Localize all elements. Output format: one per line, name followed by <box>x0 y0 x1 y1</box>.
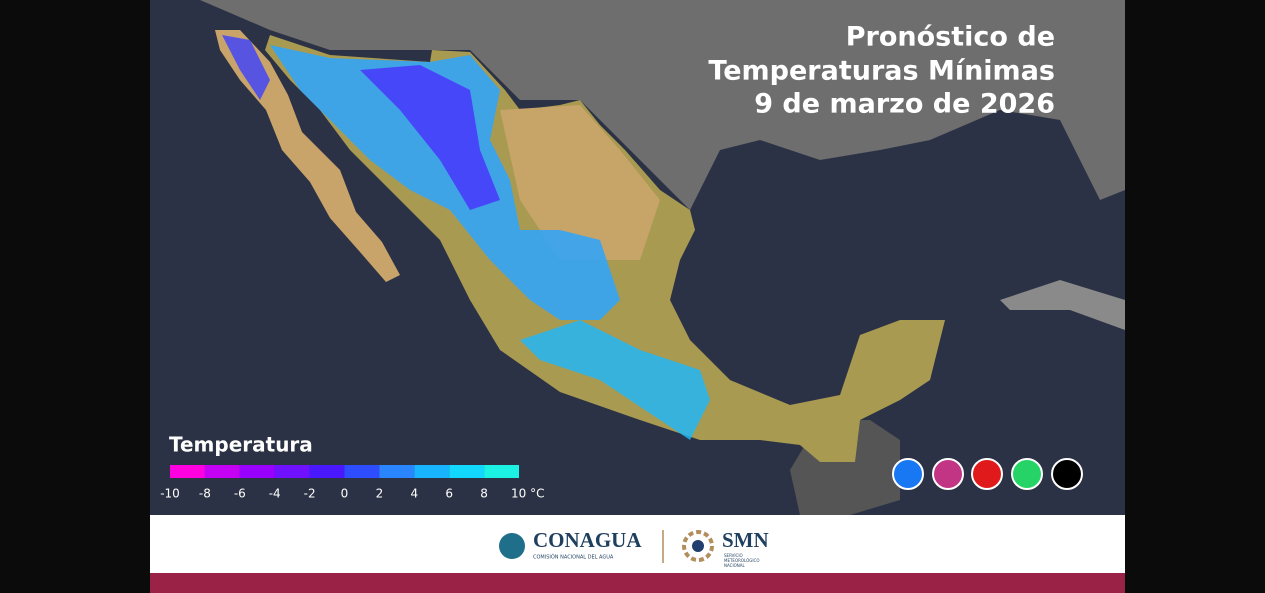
cold-area <box>270 45 620 320</box>
legend-tick-label: 4 <box>410 487 418 501</box>
cuba <box>1000 280 1125 330</box>
legend-tick-label: 8 <box>480 487 488 501</box>
smn-subtitle: SERVICIO <box>724 553 743 558</box>
title-line: Pronóstico de <box>846 22 1055 53</box>
very-cold-area <box>360 65 500 210</box>
legend-tick-label: -8 <box>199 487 211 501</box>
legend-tick-label: -10 <box>160 487 180 501</box>
legend-swatch <box>379 465 415 478</box>
conagua-name: CONAGUA <box>533 528 642 552</box>
legend-swatch <box>309 465 345 478</box>
x-icon[interactable] <box>1051 458 1083 490</box>
title-line: 9 de marzo de 2026 <box>754 89 1055 120</box>
smn-name: SMN <box>722 528 769 552</box>
cold-central <box>520 320 710 440</box>
title-line: Temperaturas Mínimas <box>708 56 1055 87</box>
smn-subtitle: METEOROLÓGICO <box>724 558 759 563</box>
legend: -10 -8 -6 -4 -2 0 2 4 6 8 10 °C <box>160 465 544 501</box>
legend-swatch <box>239 465 275 478</box>
conagua-subtitle: COMISIÓN NACIONAL DEL AGUA <box>533 554 614 561</box>
smn-logo-core <box>692 540 704 552</box>
social-icons <box>892 458 1083 490</box>
legend-title: Temperatura <box>169 433 313 457</box>
smn-subtitle: NACIONAL <box>724 563 746 568</box>
youtube-icon[interactable] <box>971 458 1003 490</box>
legend-swatch <box>414 465 450 478</box>
legend-tick-label: 6 <box>445 487 453 501</box>
whatsapp-icon[interactable] <box>1011 458 1043 490</box>
legend-swatch <box>449 465 485 478</box>
facebook-icon[interactable] <box>892 458 924 490</box>
legend-swatch <box>170 465 205 478</box>
legend-swatch <box>484 465 519 478</box>
legend-tick-label: 10 °C <box>511 487 544 501</box>
legend-tick-label: -6 <box>234 487 246 501</box>
north-land <box>150 0 1125 210</box>
cold-baja <box>222 35 270 100</box>
footer <box>150 515 1125 573</box>
legend-swatch <box>204 465 240 478</box>
legend-tick-label: -2 <box>304 487 316 501</box>
footer-band <box>150 573 1125 593</box>
legend-tick-label: 0 <box>341 487 349 501</box>
smn-logo <box>682 530 714 562</box>
north-plateau <box>500 105 660 260</box>
legend-swatch <box>344 465 380 478</box>
legend-tick-label: 2 <box>376 487 384 501</box>
conagua-logo <box>499 533 525 559</box>
legend-tick-label: -4 <box>269 487 281 501</box>
legend-swatch <box>274 465 310 478</box>
instagram-icon[interactable] <box>932 458 964 490</box>
